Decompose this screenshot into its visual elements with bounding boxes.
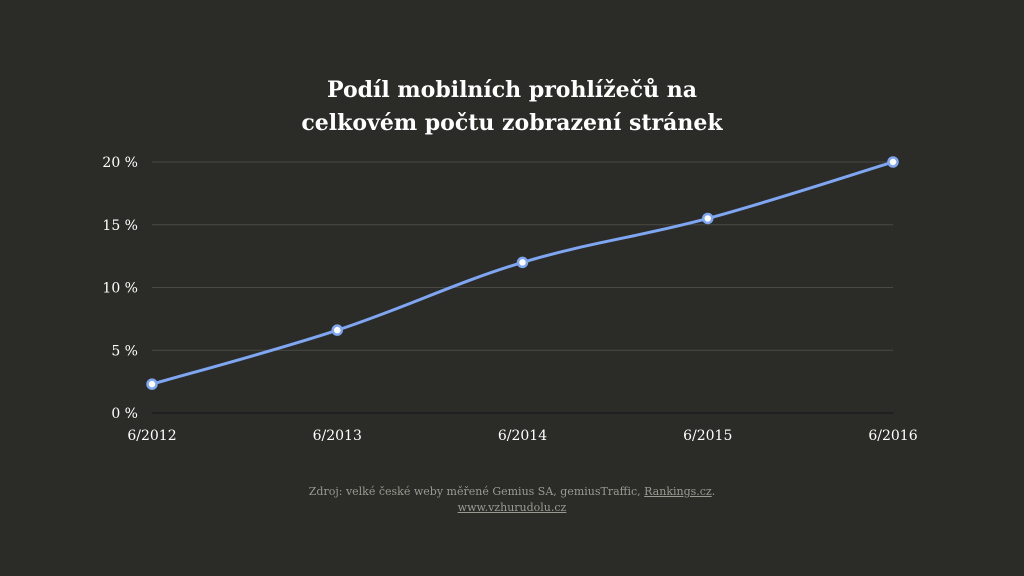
data-point [146,378,158,390]
data-point [702,212,714,225]
x-tick-label: 6/2014 [498,428,547,444]
y-tick-label: 5 % [111,343,138,359]
source-link-rankings[interactable]: Rankings.cz [644,485,712,498]
source-prefix: Zdroj: velké české weby měřené Gemius SA… [308,485,645,498]
y-tick-label: 20 % [102,155,138,171]
source-link-vzhurudolu[interactable]: www.vzhurudolu.cz [457,501,567,514]
series-line [150,160,895,386]
x-tick-label: 6/2013 [313,428,362,444]
x-tick-label: 6/2016 [868,428,917,444]
chart-title-line-1: Podíl mobilních prohlížečů na [327,77,697,103]
source-note: Zdroj: velké české weby měřené Gemius SA… [0,484,1024,516]
y-axis-ticks: 0 % 5 % 10 % 15 % 20 % [102,155,138,422]
y-tick-label: 15 % [102,218,138,234]
data-point [887,156,899,168]
chart-title: Podíl mobilních prohlížečů na celkovém p… [0,74,1024,140]
chart-title-line-2: celkovém počtu zobrazení stránek [301,110,723,136]
source-line-1: Zdroj: velké české weby měřené Gemius SA… [0,484,1024,500]
y-tick-label: 0 % [111,406,138,422]
source-suffix: . [711,485,716,498]
grid-lines [152,161,893,414]
x-axis-ticks: 6/2012 6/2013 6/2014 6/2015 6/2016 [127,428,917,444]
data-point [331,324,343,336]
x-tick-label: 6/2015 [683,428,732,444]
data-point [516,256,529,269]
series-layer [150,160,895,386]
source-line-2: www.vzhurudolu.cz [0,500,1024,516]
y-tick-label: 10 % [102,281,138,297]
data-points [146,156,899,390]
x-tick-label: 6/2012 [127,428,176,444]
